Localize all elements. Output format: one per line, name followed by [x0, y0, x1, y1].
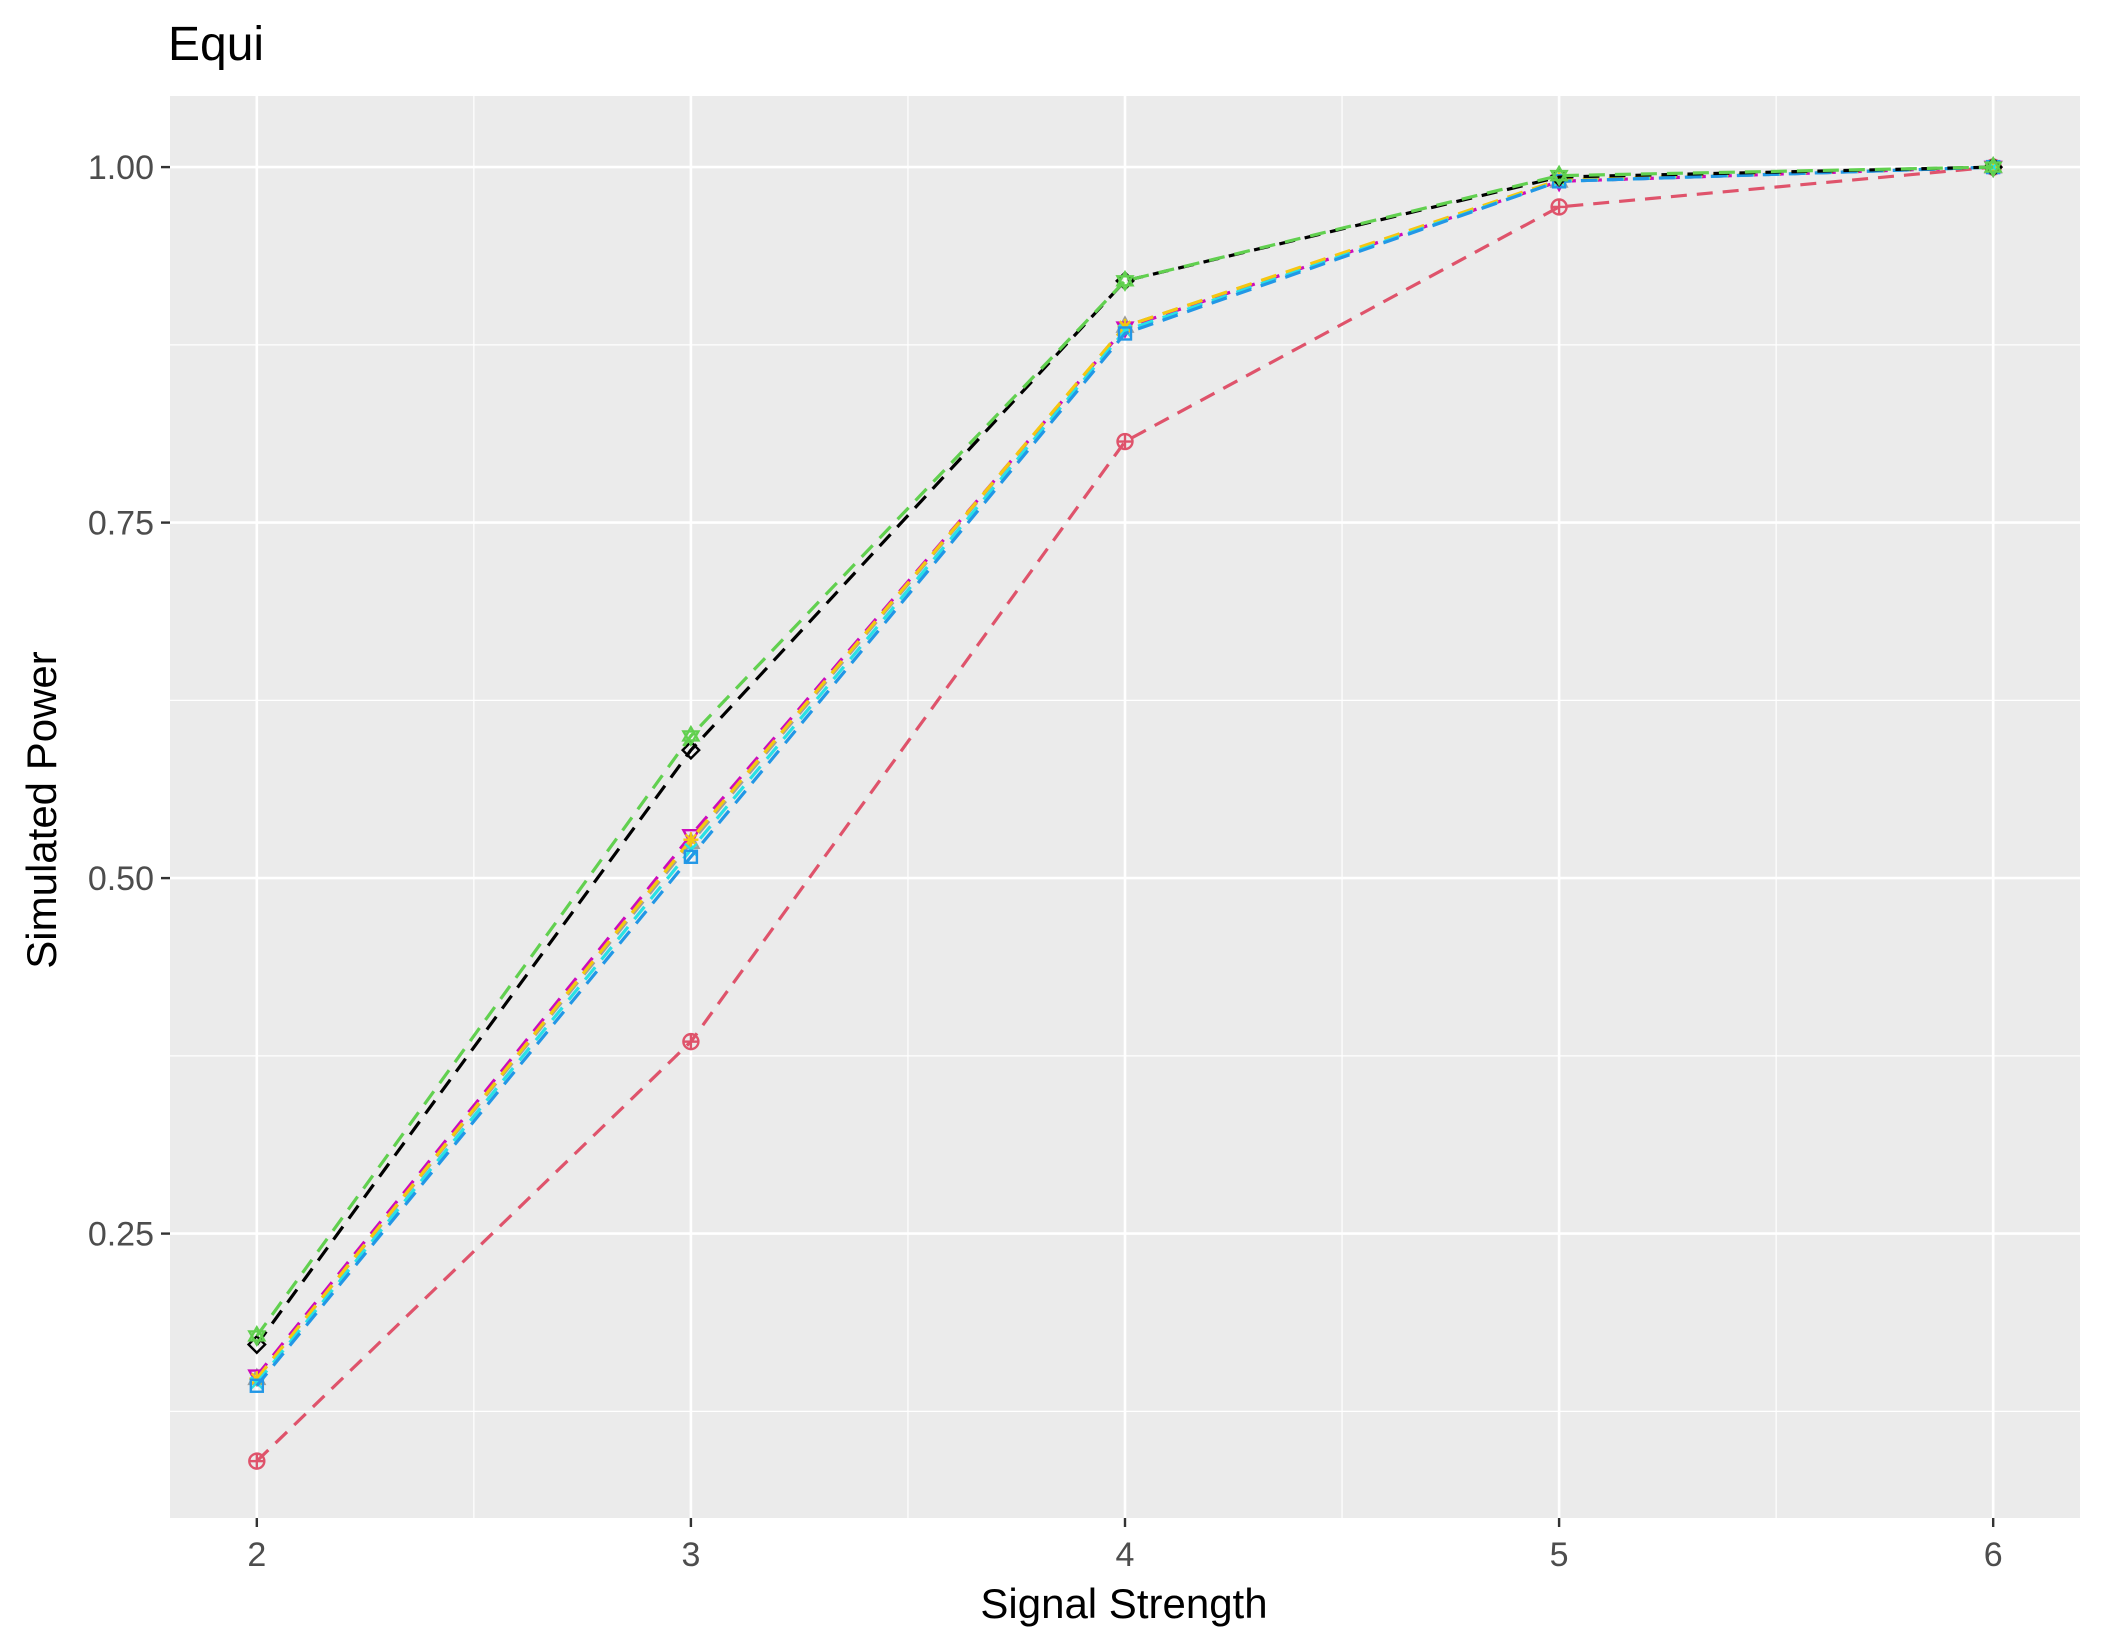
y-tick-label: 1.00	[88, 149, 154, 187]
series-line	[255, 165, 1994, 1463]
data-point	[246, 1334, 267, 1355]
data-point	[1983, 156, 2003, 179]
y-axis-title: Simulated Power	[18, 651, 65, 968]
data-point	[683, 849, 699, 864]
series-layer	[246, 155, 2004, 1470]
data-point	[682, 1032, 700, 1051]
data-point	[683, 832, 699, 848]
x-tick-label: 6	[1984, 1536, 2003, 1574]
data-point	[1117, 326, 1133, 341]
data-point	[1549, 164, 1569, 187]
data-point	[680, 740, 701, 761]
x-tick-label: 5	[1550, 1536, 1569, 1574]
x-axis-title: Signal Strength	[980, 1580, 1267, 1627]
series-8	[247, 156, 2003, 1348]
data-point	[681, 724, 701, 747]
data-point	[249, 1378, 265, 1393]
data-point	[247, 1324, 267, 1348]
x-tick-label: 3	[681, 1536, 700, 1574]
x-tick-label: 2	[247, 1536, 266, 1574]
x-axis: 2 3 4 5 6	[247, 1518, 2003, 1574]
data-point	[1116, 432, 1134, 451]
data-point	[248, 1452, 266, 1470]
y-tick-label: 0.75	[88, 505, 154, 543]
data-point	[1115, 269, 1135, 292]
series-line	[255, 165, 1994, 1387]
y-tick-label: 0.50	[88, 860, 154, 898]
series-line	[255, 165, 1994, 1337]
x-tick-label: 4	[1116, 1536, 1135, 1574]
data-point	[1550, 198, 1568, 216]
y-tick-label: 0.25	[88, 1216, 154, 1254]
series-1	[248, 158, 2002, 1470]
y-axis: 0.25 0.50 0.75 1.00	[88, 149, 170, 1254]
chart-title: Equi	[168, 18, 264, 71]
